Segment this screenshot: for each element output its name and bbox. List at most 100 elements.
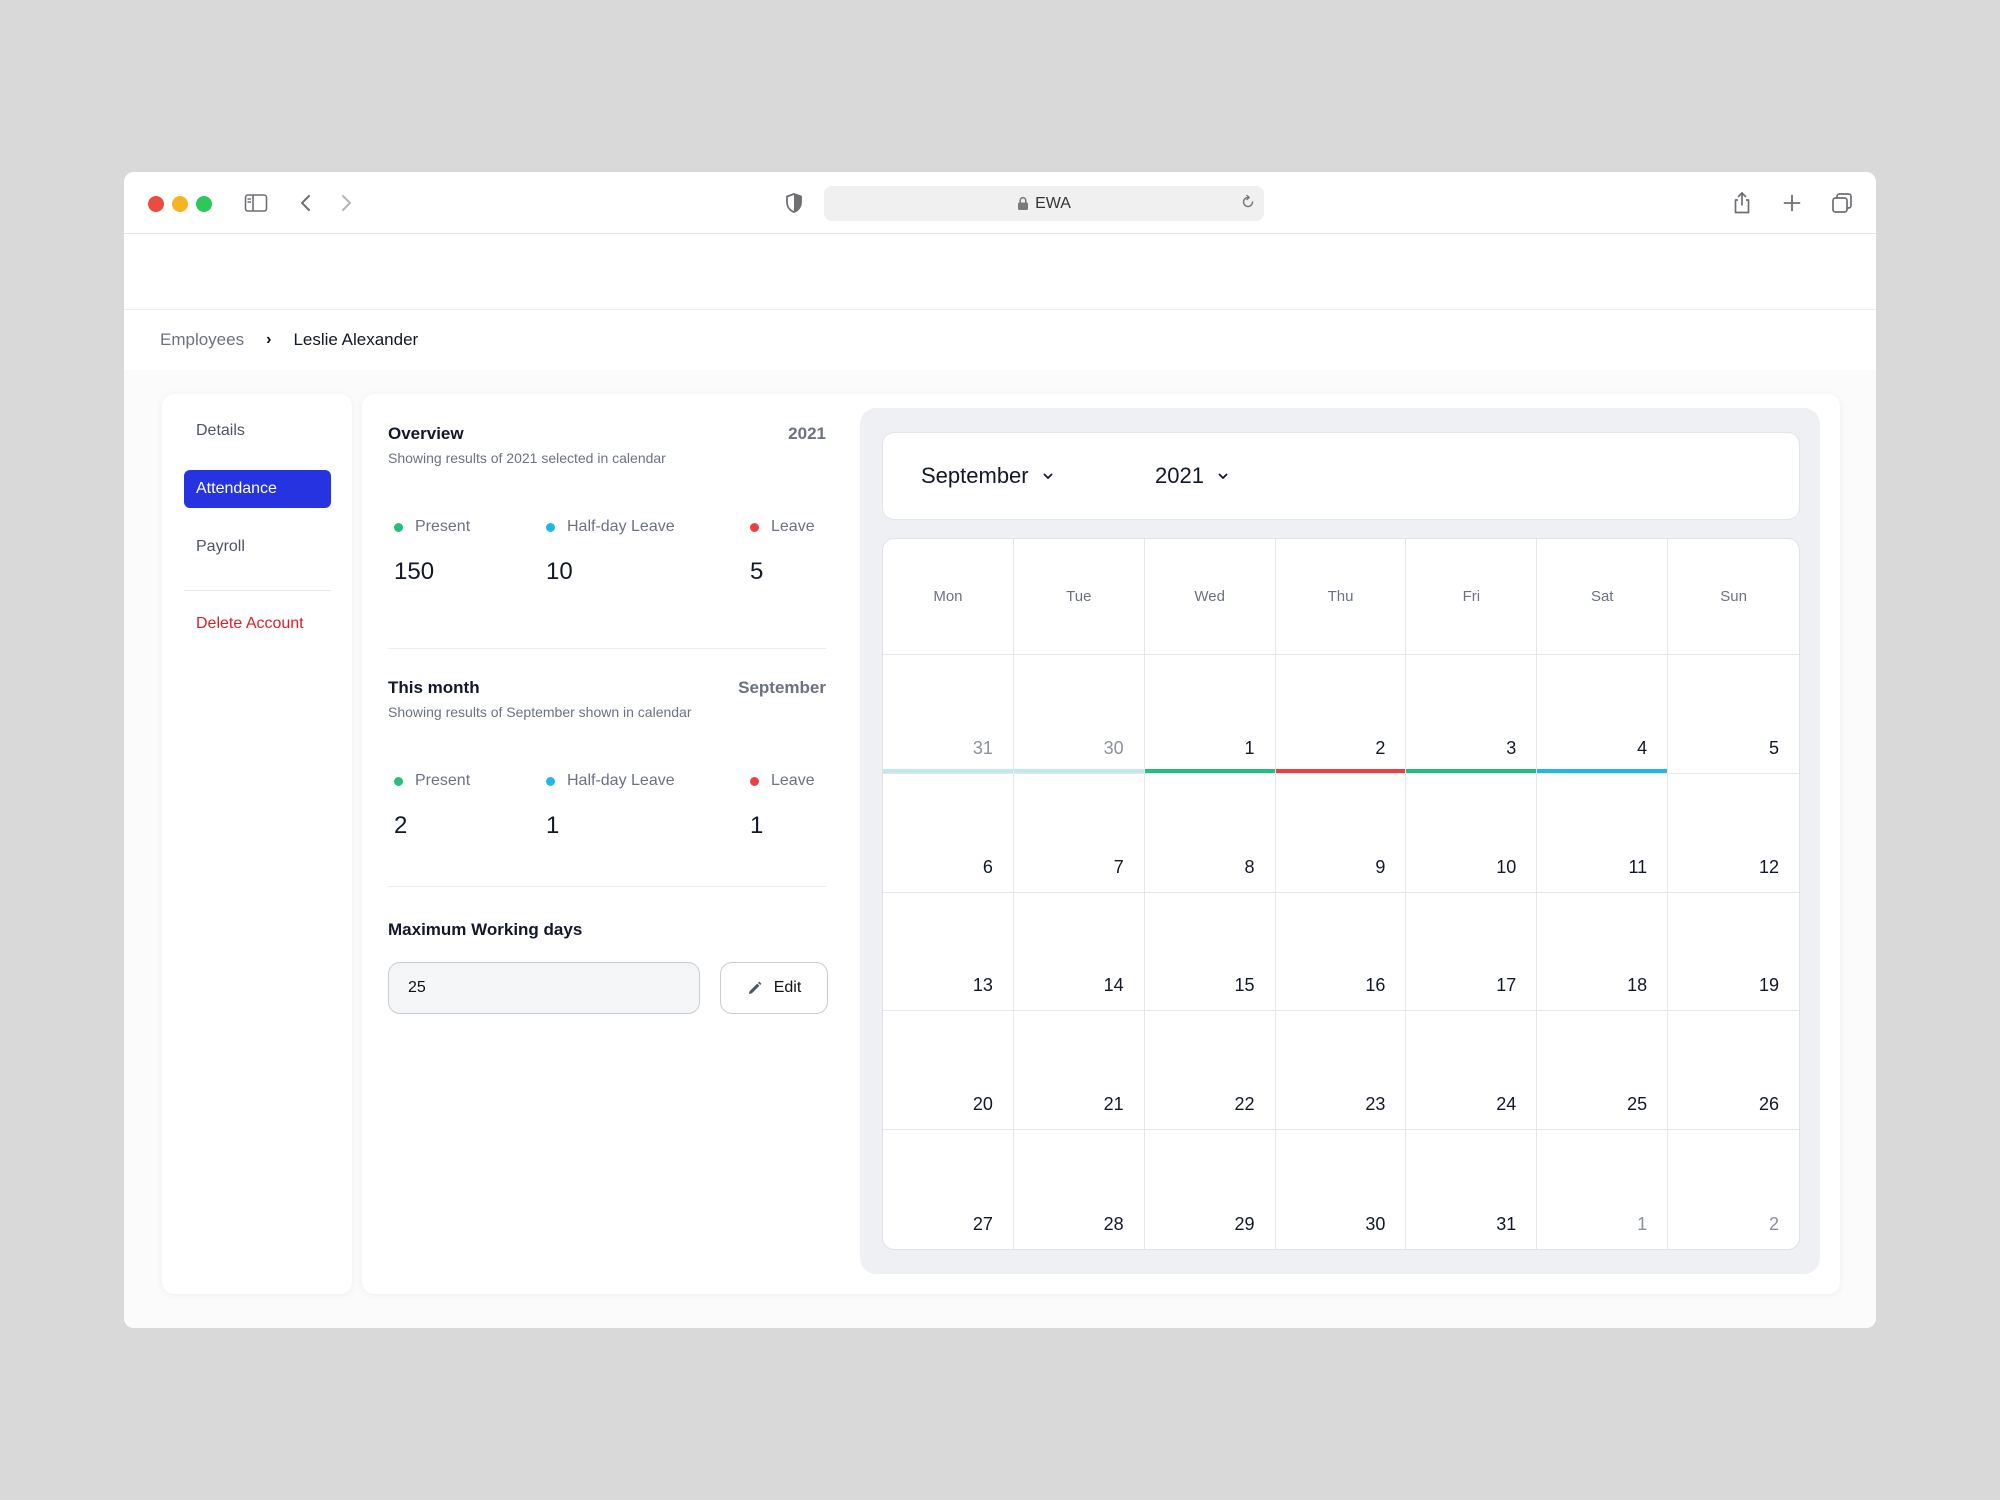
calendar-day-number: 30 [1103, 737, 1124, 758]
sidebar-item-attendance[interactable]: Attendance [184, 470, 331, 508]
calendar-day[interactable]: 22 [1144, 1011, 1276, 1131]
calendar-day[interactable]: 26 [1668, 1011, 1799, 1131]
calendar-day-number: 21 [1103, 1094, 1124, 1115]
calendar-day[interactable]: 16 [1275, 892, 1407, 1012]
delete-account-button[interactable]: Delete Account [196, 615, 304, 632]
calendar-day[interactable]: 4 [1537, 655, 1669, 774]
lock-icon [1017, 196, 1029, 211]
present-dot-icon [394, 522, 403, 532]
month-leave-count: 1 [750, 812, 764, 839]
page-content: Details Attendance Payroll Delete Accoun… [124, 370, 1876, 1328]
calendar-day[interactable]: 11 [1537, 773, 1669, 893]
month-name: September [738, 678, 826, 697]
overview-present-legend: Present [394, 518, 470, 536]
calendar-day[interactable]: 27 [883, 1130, 1014, 1249]
calendar-day-number: 29 [1234, 1214, 1255, 1234]
calendar-day[interactable]: 2 [1275, 655, 1407, 774]
calendar-day[interactable]: 17 [1406, 892, 1538, 1012]
calendar-day[interactable]: 15 [1144, 892, 1276, 1012]
overview-half-legend: Half-day Leave [546, 518, 675, 536]
max-working-days-field[interactable]: 25 [388, 962, 700, 1014]
back-icon[interactable] [290, 187, 322, 219]
sidebar-divider [184, 590, 331, 591]
calendar-day-number: 20 [972, 1094, 993, 1115]
calendar-day[interactable]: 31 [1406, 1130, 1538, 1249]
legend-label: Leave [771, 772, 815, 789]
minimize-window-button[interactable] [172, 196, 188, 212]
calendar-day[interactable]: 30 [1276, 1130, 1407, 1249]
leave-dot-icon [750, 776, 759, 786]
close-window-button[interactable] [148, 196, 164, 212]
half-day-dot-icon [546, 522, 555, 532]
calendar-day[interactable]: 20 [883, 1011, 1014, 1131]
zoom-window-button[interactable] [196, 196, 212, 212]
present-dot-icon [394, 776, 403, 786]
sidebar-item-details[interactable]: Details [196, 422, 245, 439]
calendar-day-number: 23 [1365, 1094, 1386, 1115]
calendar-day[interactable]: 30 [1013, 655, 1145, 774]
calendar-day[interactable]: 8 [1144, 773, 1276, 893]
calendar-day[interactable]: 2 [1668, 1130, 1799, 1249]
calendar-day-number: 2 [1375, 737, 1386, 758]
calendar-day[interactable]: 13 [883, 892, 1014, 1012]
edit-label: Edit [773, 979, 802, 996]
attendance-status-bar [883, 768, 1013, 773]
overview-present-count: 150 [394, 558, 435, 585]
overview-title: Overview [388, 424, 464, 443]
calendar-day-number: 19 [1758, 975, 1779, 996]
calendar-day[interactable]: 29 [1145, 1130, 1276, 1249]
year-selector[interactable]: 2021 [1155, 463, 1228, 489]
section-divider [388, 648, 826, 649]
calendar-day[interactable]: 19 [1668, 893, 1799, 1012]
month-subtitle: Showing results of September shown in ca… [388, 704, 692, 720]
month-half-legend: Half-day Leave [546, 772, 675, 790]
breadcrumb-employees[interactable]: Employees [160, 330, 245, 349]
calendar-day[interactable]: 28 [1014, 1130, 1145, 1249]
calendar-day[interactable]: 6 [883, 773, 1014, 893]
forward-icon[interactable] [330, 187, 362, 219]
calendar-day-number: 9 [1375, 856, 1386, 877]
half-day-dot-icon [546, 776, 555, 786]
calendar-day[interactable]: 18 [1537, 892, 1669, 1012]
weekday-header: Sun [1668, 539, 1799, 655]
legend-label: Leave [771, 518, 815, 535]
calendar-day[interactable]: 21 [1013, 1011, 1145, 1131]
calendar-day[interactable]: 14 [1013, 892, 1145, 1012]
calendar-day[interactable]: 1 [1144, 655, 1276, 774]
calendar-day[interactable]: 25 [1537, 1011, 1669, 1131]
calendar-day[interactable]: 9 [1275, 773, 1407, 893]
calendar-day[interactable]: 12 [1668, 774, 1799, 893]
calendar-day[interactable]: 3 [1406, 655, 1538, 774]
share-icon[interactable] [1726, 187, 1758, 219]
calendar-day[interactable]: 23 [1275, 1011, 1407, 1131]
calendar-day-number: 17 [1496, 975, 1517, 996]
breadcrumb-current: Leslie Alexander [293, 330, 419, 349]
employee-sidebar: Details Attendance Payroll Delete Accoun… [162, 394, 352, 1294]
calendar-day-number: 1 [1244, 737, 1255, 758]
calendar-day-number: 30 [1365, 1214, 1386, 1234]
address-bar[interactable]: EWA [824, 186, 1264, 221]
calendar-day-number: 31 [972, 737, 993, 758]
weekday-header: Sat [1537, 539, 1669, 655]
calendar-day[interactable]: 31 [883, 655, 1014, 774]
calendar-day[interactable]: 24 [1406, 1011, 1538, 1131]
tabs-icon[interactable] [1826, 187, 1858, 219]
legend-label: Present [415, 518, 471, 535]
edit-button[interactable]: Edit [720, 962, 828, 1014]
month-selector[interactable]: September [921, 463, 1053, 489]
sidebar-toggle-icon[interactable] [240, 187, 272, 219]
legend-label: Half-day Leave [567, 518, 675, 535]
shield-icon[interactable] [778, 187, 810, 219]
calendar-header: September 2021 [882, 432, 1800, 520]
reload-icon[interactable] [1240, 194, 1256, 215]
calendar-day[interactable]: 7 [1013, 773, 1145, 893]
calendar-day-number: 18 [1627, 975, 1648, 996]
url-text: EWA [1035, 194, 1071, 212]
new-tab-icon[interactable] [1776, 187, 1808, 219]
calendar-day[interactable]: 10 [1406, 773, 1538, 893]
calendar-day[interactable]: 5 [1668, 655, 1799, 774]
legend-label: Present [415, 772, 471, 789]
calendar-day[interactable]: 1 [1537, 1130, 1669, 1249]
month-title: This month [388, 678, 480, 697]
sidebar-item-payroll[interactable]: Payroll [196, 538, 245, 555]
